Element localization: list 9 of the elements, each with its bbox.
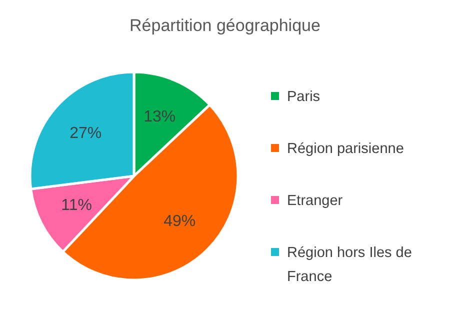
legend-label: Région hors Iles de France	[287, 245, 412, 285]
legend-label: Paris	[287, 89, 320, 105]
data-label: 13%	[144, 108, 176, 126]
data-label: 11%	[61, 196, 92, 214]
chart-title: Répartition géographique	[130, 16, 320, 35]
legend-label: Etranger	[287, 193, 343, 209]
data-label: 27%	[70, 124, 102, 142]
legend-label: Région parisienne	[287, 141, 404, 157]
data-label: 49%	[164, 213, 196, 230]
